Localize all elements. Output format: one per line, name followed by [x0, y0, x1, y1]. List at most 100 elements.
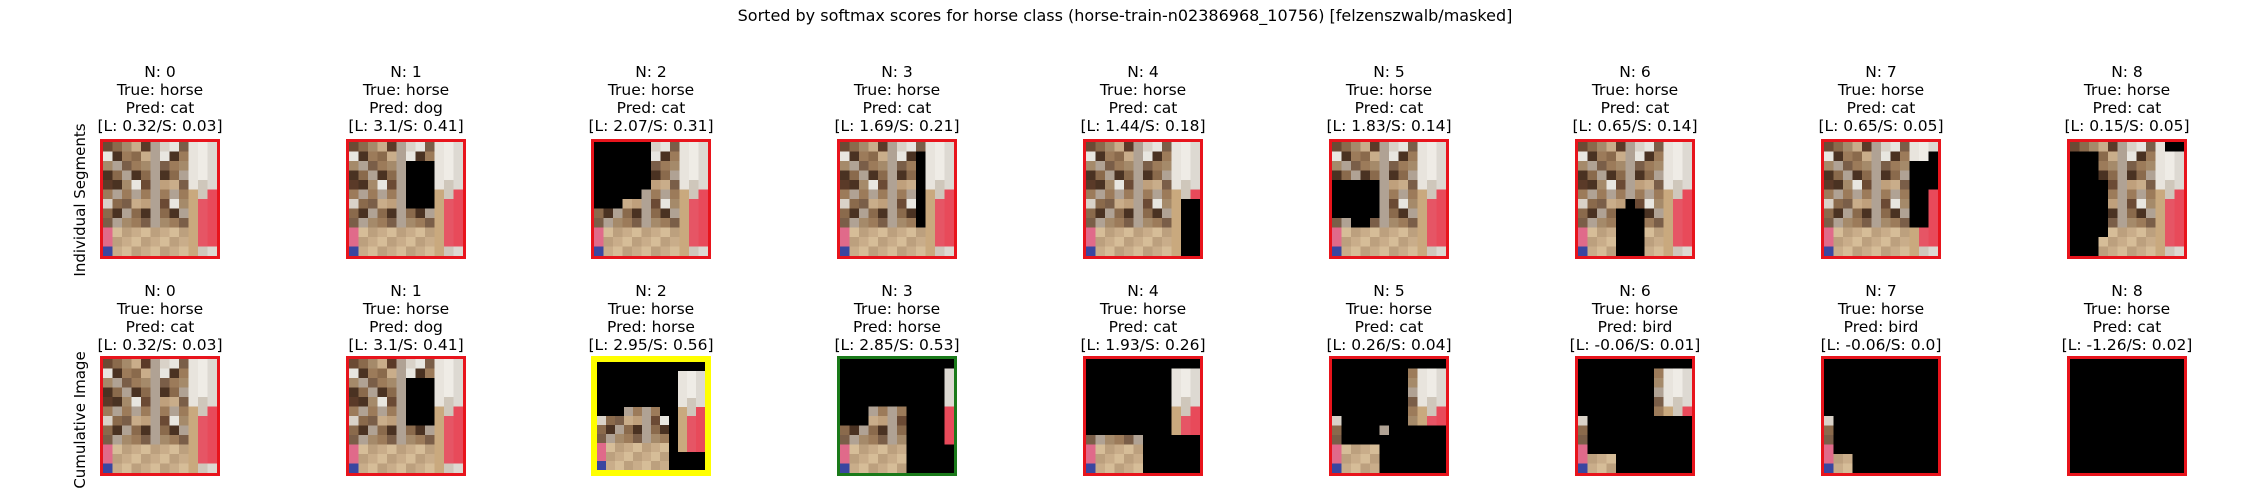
thumbnail-image: [2070, 142, 2184, 256]
thumbnail-image: [840, 142, 954, 256]
panel-title-n: N: 8: [2111, 63, 2143, 81]
panel-title: N: 4 True: horse Pred: cat [L: 1.44/S: 0.18…: [1003, 63, 1283, 135]
panel-title-pred: Pred: cat: [2092, 318, 2162, 336]
panel-title-n: N: 7: [1865, 282, 1897, 300]
panel-title-n: N: 3: [881, 282, 913, 300]
panel-title-pred: Pred: cat: [862, 99, 932, 117]
panel-title-true: True: horse: [1099, 81, 1187, 99]
thumbnail-image: [103, 359, 217, 473]
panel-title-pred: Pred: cat: [2092, 99, 2162, 117]
panel-title-pred: Pred: cat: [1108, 99, 1178, 117]
panel-title: N: 5 True: horse Pred: cat [L: 0.26/S: 0.04…: [1249, 282, 1529, 354]
panel-title-true: True: horse: [362, 81, 450, 99]
panel-title-true: True: horse: [1591, 81, 1679, 99]
figure-title: Sorted by softmax scores for horse class…: [737, 6, 1513, 25]
panel-title-pred: Pred: horse: [853, 318, 941, 336]
panel-title-pred: Pred: bird: [1597, 318, 1673, 336]
panel-image: [1329, 356, 1449, 476]
panel-title-pred: Pred: dog: [369, 99, 443, 117]
panel-title-scores: [L: 0.32/S: 0.03]: [97, 117, 223, 135]
panel-title: N: 0 True: horse Pred: cat [L: 0.32/S: 0.03…: [20, 282, 300, 354]
thumbnail-image: [1578, 359, 1692, 473]
panel-title-true: True: horse: [853, 81, 941, 99]
panel-title: N: 8 True: horse Pred: cat [L: -1.26/S: 0.0…: [1987, 282, 2250, 354]
panel-title-true: True: horse: [116, 81, 204, 99]
thumbnail-image: [1824, 359, 1938, 473]
panel-title-n: N: 6: [1619, 63, 1651, 81]
panel-title-scores: [L: 1.44/S: 0.18]: [1080, 117, 1206, 135]
panel-title-true: True: horse: [1837, 81, 1925, 99]
panel-title: N: 6 True: horse Pred: cat [L: 0.65/S: 0.14…: [1495, 63, 1775, 135]
thumbnail-image: [1332, 359, 1446, 473]
panel-title-pred: Pred: dog: [369, 318, 443, 336]
panel-title-pred: Pred: cat: [616, 99, 686, 117]
panel-title-true: True: horse: [2083, 81, 2171, 99]
panel-title-scores: [L: 0.15/S: 0.05]: [2064, 117, 2190, 135]
panel-image: [1575, 356, 1695, 476]
panel-title-true: True: horse: [2083, 300, 2171, 318]
panel-title-true: True: horse: [362, 300, 450, 318]
panel-title-scores: [L: 3.1/S: 0.41]: [348, 117, 464, 135]
panel-image: [1575, 139, 1695, 259]
panel-title-n: N: 5: [1373, 63, 1405, 81]
panel-title: N: 3 True: horse Pred: horse [L: 2.85/S: 0.…: [757, 282, 1037, 354]
panel-image: [1083, 356, 1203, 476]
panel-title-pred: Pred: cat: [1600, 99, 1670, 117]
panel-title-n: N: 5: [1373, 282, 1405, 300]
panel-title-n: N: 4: [1127, 63, 1159, 81]
panel-title-scores: [L: 2.95/S: 0.56]: [588, 336, 714, 354]
panel-title-pred: Pred: cat: [125, 99, 195, 117]
thumbnail-image: [840, 359, 954, 473]
panel-image: [837, 356, 957, 476]
panel-image: [1083, 139, 1203, 259]
panel-title-n: N: 7: [1865, 63, 1897, 81]
panel-image: [591, 356, 711, 476]
panel-title: N: 7 True: horse Pred: bird [L: -0.06/S: 0.…: [1741, 282, 2021, 354]
panel-title-scores: [L: -0.06/S: 0.0]: [1820, 336, 1942, 354]
panel-title-true: True: horse: [1345, 81, 1433, 99]
panel-image: [1821, 139, 1941, 259]
panel-title-scores: [L: 3.1/S: 0.41]: [348, 336, 464, 354]
panel-title: N: 0 True: horse Pred: cat [L: 0.32/S: 0.03…: [20, 63, 300, 135]
panel-title-n: N: 2: [635, 282, 667, 300]
panel-title: N: 8 True: horse Pred: cat [L: 0.15/S: 0.05…: [1987, 63, 2250, 135]
panel-image: [100, 356, 220, 476]
panel-title-n: N: 1: [390, 282, 422, 300]
panel-title: N: 2 True: horse Pred: cat [L: 2.07/S: 0.31…: [511, 63, 791, 135]
thumbnail-image: [2070, 359, 2184, 473]
panel-image: [591, 139, 711, 259]
panel-title-scores: [L: 0.65/S: 0.14]: [1572, 117, 1698, 135]
panel-title-scores: [L: 0.65/S: 0.05]: [1818, 117, 1944, 135]
thumbnail-image: [1332, 142, 1446, 256]
panel-title-scores: [L: -1.26/S: 0.02]: [2061, 336, 2193, 354]
panel-image: [1329, 139, 1449, 259]
panel-title-n: N: 3: [881, 63, 913, 81]
panel-title-pred: Pred: cat: [1354, 99, 1424, 117]
panel-image: [2067, 139, 2187, 259]
panel-title-scores: [L: 0.32/S: 0.03]: [97, 336, 223, 354]
panel-title-scores: [L: -0.06/S: 0.01]: [1569, 336, 1701, 354]
panel-title-n: N: 4: [1127, 282, 1159, 300]
panel-title-scores: [L: 0.26/S: 0.04]: [1326, 336, 1452, 354]
panel-title-true: True: horse: [607, 300, 695, 318]
panel-title-scores: [L: 2.07/S: 0.31]: [588, 117, 714, 135]
panel-title-pred: Pred: bird: [1843, 318, 1919, 336]
panel-title-scores: [L: 2.85/S: 0.53]: [834, 336, 960, 354]
panel-title-n: N: 8: [2111, 282, 2143, 300]
panel-image: [2067, 356, 2187, 476]
panel-title-true: True: horse: [1837, 300, 1925, 318]
panel-title-pred: Pred: cat: [125, 318, 195, 336]
panel-title-n: N: 1: [390, 63, 422, 81]
panel-title-true: True: horse: [1345, 300, 1433, 318]
panel-title-n: N: 2: [635, 63, 667, 81]
thumbnail-image: [594, 142, 708, 256]
panel-title-true: True: horse: [1591, 300, 1679, 318]
panel-title-pred: Pred: horse: [607, 318, 695, 336]
panel-title-n: N: 6: [1619, 282, 1651, 300]
panel-title: N: 2 True: horse Pred: horse [L: 2.95/S: 0.…: [511, 282, 791, 354]
panel-image: [346, 139, 466, 259]
panel-title: N: 1 True: horse Pred: dog [L: 3.1/S: 0.41]: [266, 63, 546, 135]
panel-title-n: N: 0: [144, 282, 176, 300]
thumbnail-image: [597, 362, 705, 470]
panel-image: [346, 356, 466, 476]
